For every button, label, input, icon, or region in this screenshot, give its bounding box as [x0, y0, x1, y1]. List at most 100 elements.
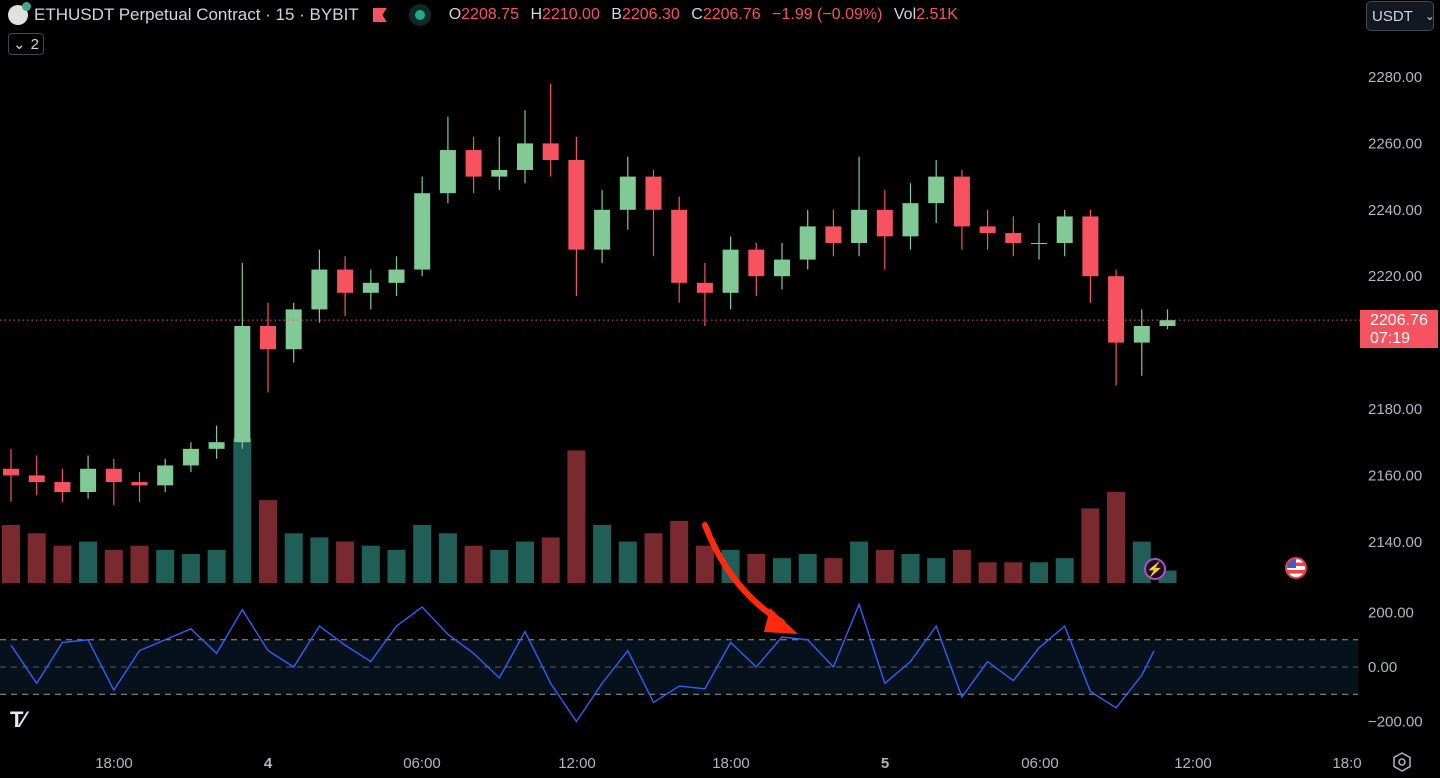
- candle-body: [465, 150, 482, 177]
- candle-body: [414, 193, 431, 270]
- candle-body: [568, 160, 585, 250]
- indicators-collapse-button[interactable]: ⌄ 2: [8, 33, 44, 55]
- volume-bar: [978, 562, 997, 583]
- volume-bar: [79, 541, 98, 583]
- candle-body: [260, 326, 276, 350]
- candle-body: [1082, 216, 1099, 277]
- high-label: H: [530, 6, 542, 23]
- volume-bar: [901, 554, 920, 583]
- volume-bar: [156, 549, 175, 583]
- price-tick-label: 2280.00: [1368, 69, 1422, 86]
- volume-bar: [284, 533, 303, 583]
- volume-bar: [27, 533, 46, 583]
- candle-body: [774, 259, 790, 277]
- candle-body: [876, 209, 893, 237]
- volume-bar: [413, 525, 432, 583]
- time-tick-label: 12:00: [558, 755, 596, 772]
- price-tick-label: 2260.00: [1368, 135, 1422, 152]
- ohlc-values: O2208.75 H2210.00 B2206.30 C2206.76 −1.9…: [449, 6, 965, 24]
- time-tick-label: 18:00: [712, 755, 750, 772]
- indicator-count: 2: [30, 35, 39, 53]
- time-tick-label: 06:00: [1021, 755, 1059, 772]
- chevron-down-icon: ⌄: [13, 36, 26, 53]
- oscillator-tick-label: 0.00: [1368, 659, 1397, 676]
- volume-bar: [2, 525, 20, 583]
- candle-body: [696, 282, 713, 293]
- price-tick-label: 2140.00: [1368, 534, 1422, 551]
- volume-bar: [1004, 562, 1023, 583]
- annotation-arrow[interactable]: [702, 522, 785, 625]
- oscillator-line: [10, 602, 1155, 723]
- candle-body: [54, 482, 71, 492]
- candle-body: [388, 269, 405, 283]
- candle-body: [285, 309, 302, 350]
- us-flag-icon[interactable]: [1285, 557, 1307, 579]
- market-open-dot-icon[interactable]: [408, 4, 431, 26]
- candle-body: [671, 209, 688, 283]
- volume-bar: [541, 537, 560, 583]
- price-tick-label: 2160.00: [1368, 467, 1422, 484]
- time-tick-label: 5: [881, 755, 889, 772]
- candle-body: [157, 465, 174, 486]
- candle-body: [594, 209, 611, 250]
- time-tick-label: 06:00: [403, 755, 441, 772]
- volume-bar: [53, 545, 72, 583]
- candle-body: [1159, 320, 1176, 326]
- volume-bar: [207, 549, 226, 583]
- candle-body: [825, 226, 842, 243]
- volume-bar: [952, 549, 971, 583]
- lightning-icon[interactable]: ⚡: [1144, 558, 1166, 580]
- time-tick-label: 18:00: [95, 755, 133, 772]
- volume-bar: [670, 520, 689, 583]
- volume-bar: [618, 541, 637, 583]
- open-value: 2208.75: [461, 6, 519, 23]
- volume-label: Vol: [893, 6, 917, 23]
- tradingview-logo[interactable]: T⁄: [10, 707, 25, 732]
- volume-bar: [259, 500, 277, 583]
- legend-header: ETHUSDT Perpetual Contract · 15 · BYBIT …: [8, 2, 965, 26]
- volume-bar: [310, 537, 329, 583]
- volume-bar: [798, 554, 817, 583]
- candle-body: [851, 209, 868, 243]
- flag-icon[interactable]: [372, 8, 387, 22]
- symbol-title[interactable]: ETHUSDT Perpetual Contract · 15 · BYBIT: [34, 5, 359, 24]
- bar-countdown: 07:19: [1370, 330, 1411, 347]
- volume-bar: [181, 554, 200, 583]
- candle-body: [1005, 233, 1022, 243]
- low-value: 2206.30: [621, 6, 680, 23]
- volume-bar: [824, 558, 843, 583]
- candle-body: [645, 176, 662, 210]
- candle-body: [234, 326, 251, 443]
- candle-body: [311, 269, 328, 310]
- candle-body: [337, 269, 354, 293]
- currency-select[interactable]: USDT ⌄: [1366, 1, 1435, 31]
- volume-bar: [1107, 491, 1126, 583]
- volume-bar: [438, 533, 457, 583]
- candle-body: [979, 226, 996, 234]
- volume-bar: [927, 558, 946, 583]
- candle-body: [80, 468, 97, 492]
- volume-bar: [1081, 508, 1100, 583]
- change-value: −1.99 (−0.09%): [772, 6, 883, 23]
- oscillator-tick-label: 200.00: [1368, 605, 1414, 622]
- open-label: O: [448, 6, 462, 23]
- candle-body: [517, 143, 533, 170]
- volume-bar: [567, 450, 586, 583]
- candle-body: [1056, 216, 1073, 243]
- volume-bar: [850, 541, 869, 583]
- low-label: B: [611, 6, 622, 23]
- time-tick-label: 12:00: [1174, 755, 1212, 772]
- chevron-down-icon: ⌄: [1424, 9, 1435, 23]
- volume-bar: [747, 554, 766, 583]
- candle-body: [28, 475, 45, 483]
- price-tick-label: 2240.00: [1368, 202, 1422, 219]
- gear-icon[interactable]: [1392, 752, 1412, 772]
- currency-label: USDT: [1372, 7, 1413, 25]
- candle-body: [799, 226, 816, 260]
- volume-bar: [464, 545, 483, 583]
- volume-bar: [695, 545, 714, 583]
- volume-bar: [130, 545, 149, 583]
- price-tick-label: 2220.00: [1368, 268, 1422, 285]
- volume-bar: [1030, 562, 1048, 583]
